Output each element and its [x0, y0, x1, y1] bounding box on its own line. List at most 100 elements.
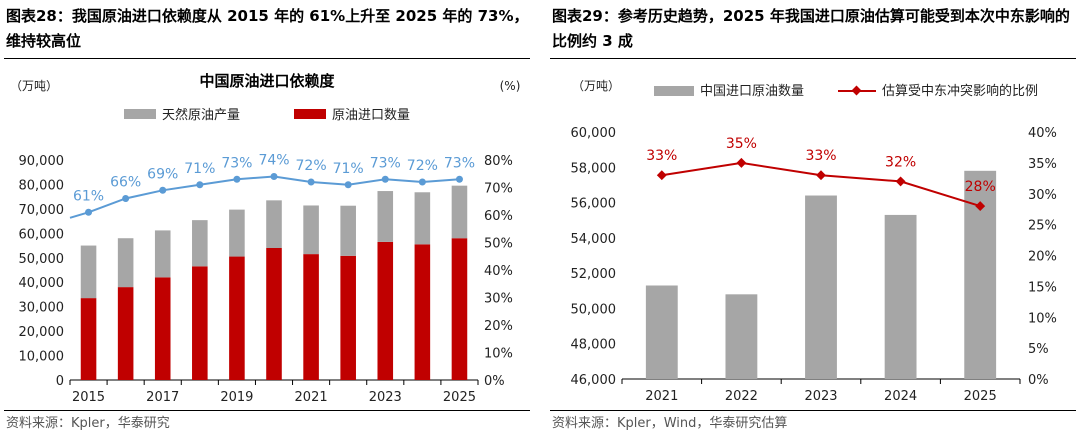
bar-imports-2024 — [414, 244, 431, 380]
right-chart-line: 33% 35% 33% 32% 28% — [646, 136, 996, 212]
bar-production-2016 — [117, 238, 134, 288]
right-figure: 图表29：参考历史趋势，2025 年我国进口原油估算可能受到本次中东影响的比例约… — [550, 0, 1080, 436]
bar-imports-2020 — [266, 248, 282, 380]
right-bottom-rule — [550, 410, 1076, 411]
bar-imports-2015 — [80, 298, 97, 380]
left-y-tick-label: 90,000 — [19, 154, 65, 169]
dependency-point-2020 — [270, 173, 278, 180]
right-y-tick-label: 46,000 — [571, 373, 617, 388]
ratio-label-2024: 32% — [885, 154, 916, 170]
dependency-label-2021: 72% — [296, 158, 327, 174]
right-y2-tick-label: 35% — [1028, 157, 1057, 172]
bar-imports-2022 — [725, 294, 758, 379]
ratio-point-2022 — [736, 157, 747, 168]
dependency-label-2020: 74% — [258, 153, 289, 169]
right-chart-bars — [645, 170, 997, 379]
left-y-tick-label: 70,000 — [19, 203, 65, 218]
bar-production-2024 — [414, 192, 431, 245]
legend-swatch-imports-right — [654, 86, 694, 96]
bar-imports-2016 — [117, 287, 134, 380]
bar-production-2022 — [340, 205, 356, 256]
left-chart-line: 61% 66% 69% 71% 73% 74% 72% 71% 73% 72% 73% — [69, 153, 475, 219]
left-x-tick-label: 2015 — [72, 390, 105, 405]
left-x-tick-label: 2017 — [146, 390, 179, 405]
right-chart: （万吨） 中国进口原油数量 估算受中东冲突影响的比例 46,000 48,000 5… — [571, 79, 1057, 404]
right-x-tick-label: 2023 — [804, 389, 837, 404]
dependency-label-2017: 69% — [147, 166, 178, 182]
right-y2-tick-label: 20% — [1028, 250, 1057, 265]
bar-imports-2018 — [192, 266, 208, 380]
left-y-tick-label: 40,000 — [19, 276, 65, 291]
right-chart-axes: 46,000 48,000 50,000 52,000 54,000 56,000 58,0… — [571, 126, 1057, 404]
dependency-point-2018 — [196, 181, 204, 189]
left-x-tick-label: 2021 — [295, 390, 328, 405]
ratio-point-2021 — [656, 170, 667, 181]
right-y-tick-label: 58,000 — [571, 161, 617, 176]
bar-production-2023 — [377, 191, 394, 242]
left-chart: 中国原油进口依赖度 （万吨） (%) 天然原油产量 原油进口数量 0 10,000… — [10, 72, 520, 405]
left-y-tick-label: 30,000 — [19, 301, 65, 316]
left-y-tick-label: 10,000 — [19, 350, 65, 365]
right-y-tick-label: 52,000 — [571, 267, 617, 282]
left-top-rule — [4, 58, 530, 59]
left-x-tick-label: 2019 — [220, 390, 253, 405]
right-y-tick-label: 56,000 — [571, 197, 617, 212]
right-y-tick-label: 48,000 — [571, 338, 617, 353]
right-y2-tick-label: 15% — [1028, 280, 1057, 295]
left-chart-legend: 天然原油产量 原油进口数量 — [124, 107, 410, 123]
left-y2-tick-label: 70% — [484, 182, 513, 197]
ratio-point-2023 — [816, 170, 826, 181]
dependency-point-2015 — [85, 208, 93, 216]
left-chart-left-unit: （万吨） — [10, 79, 58, 93]
dependency-point-2017 — [159, 186, 167, 194]
ratio-point-2025 — [975, 201, 986, 212]
dependency-point-2021 — [307, 178, 315, 186]
right-y2-tick-label: 10% — [1028, 311, 1057, 326]
right-y2-tick-label: 0% — [1028, 373, 1049, 388]
left-chart-bars — [80, 185, 468, 380]
ratio-label-2022: 35% — [726, 136, 757, 152]
dependency-point-2016 — [122, 195, 130, 202]
bar-production-2019 — [229, 209, 245, 257]
ratio-point-2024 — [895, 176, 906, 187]
dependency-label-2019: 73% — [221, 155, 252, 171]
left-y-tick-label: 0 — [56, 374, 64, 389]
right-top-rule — [550, 58, 1076, 59]
dependency-point-2023 — [381, 175, 389, 183]
dependency-label-2015: 61% — [73, 188, 104, 204]
left-bottom-rule — [4, 410, 530, 411]
bar-imports-2024 — [884, 214, 917, 379]
bar-imports-2019 — [229, 256, 245, 380]
right-y2-tick-label: 40% — [1028, 126, 1057, 141]
left-figure-title: 图表28：我国原油进口依赖度从 2015 年的 61%上升至 2025 年的 7… — [6, 7, 529, 50]
ratio-label-2023: 33% — [805, 148, 836, 164]
dependency-line — [69, 175, 460, 219]
bar-imports-2021 — [645, 285, 678, 379]
left-x-tick-label: 2025 — [443, 390, 476, 405]
legend-label-imports: 原油进口数量 — [332, 108, 410, 123]
bar-imports-2025 — [451, 238, 468, 380]
legend-label-ratio: 估算受中东冲突影响的比例 — [882, 83, 1038, 99]
bar-imports-2022 — [340, 255, 356, 380]
ratio-label-2021: 33% — [646, 148, 677, 164]
left-y-tick-label: 80,000 — [19, 178, 65, 193]
dependency-label-2024: 72% — [407, 158, 438, 174]
right-x-tick-label: 2022 — [725, 389, 758, 404]
right-chart-left-unit: （万吨） — [572, 79, 620, 93]
left-y2-tick-label: 0% — [484, 374, 505, 389]
left-y2-tick-label: 30% — [484, 292, 513, 307]
right-x-tick-label: 2024 — [884, 389, 917, 404]
right-y2-tick-label: 30% — [1028, 188, 1057, 203]
left-chart-title: 中国原油进口依赖度 — [199, 72, 335, 90]
left-source: 资料来源：Kpler，华泰研究 — [6, 416, 170, 431]
dependency-point-2022 — [344, 181, 352, 189]
left-y-tick-label: 60,000 — [19, 227, 65, 242]
bar-production-2015 — [80, 245, 97, 299]
right-y-tick-label: 60,000 — [571, 126, 617, 141]
right-source: 资料来源：Kpler，Wind，华泰研究估算 — [552, 416, 788, 431]
legend-swatch-imports — [294, 109, 326, 119]
right-x-tick-label: 2025 — [964, 389, 997, 404]
bar-production-2020 — [266, 200, 282, 248]
dependency-label-2016: 66% — [110, 175, 141, 191]
dependency-label-2018: 71% — [184, 161, 215, 177]
